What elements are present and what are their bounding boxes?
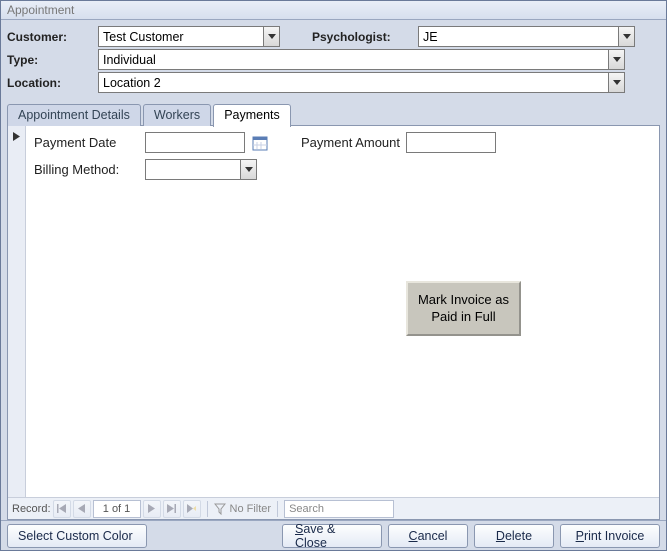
- type-combo[interactable]: [98, 49, 625, 70]
- payment-amount-input[interactable]: [406, 132, 496, 153]
- nav-prev-button[interactable]: [73, 500, 91, 518]
- appointment-window: Appointment Customer: Psychologist: Type…: [0, 0, 667, 551]
- psychologist-input[interactable]: [418, 26, 618, 47]
- bottom-toolbar: Select Custom Color Save & Close Cancel …: [1, 520, 666, 550]
- payments-subform: Payment Date Payment: [8, 126, 659, 497]
- payment-amount-label: Payment Amount: [301, 135, 400, 150]
- print-invoice-button[interactable]: Print Invoice: [560, 524, 660, 548]
- location-label: Location:: [7, 76, 92, 90]
- payment-date-label: Payment Date: [34, 135, 139, 150]
- chevron-down-icon: [613, 80, 621, 85]
- record-label: Record:: [12, 503, 51, 515]
- date-picker-button[interactable]: [251, 134, 269, 152]
- chevron-down-icon: [268, 34, 276, 39]
- customer-combo[interactable]: [98, 26, 280, 47]
- last-icon: [167, 504, 176, 513]
- record-navigator: Record: 1 of 1: [8, 497, 659, 519]
- tab-container: Appointment Details Workers Payments Pay…: [1, 101, 666, 520]
- payments-body: Payment Date Payment: [26, 126, 659, 497]
- record-counter[interactable]: 1 of 1: [93, 500, 141, 518]
- calendar-icon: [252, 135, 268, 151]
- psychologist-label: Psychologist:: [312, 30, 412, 44]
- nav-first-button[interactable]: [53, 500, 71, 518]
- tab-payments[interactable]: Payments: [213, 104, 291, 127]
- nav-new-button[interactable]: [183, 500, 201, 518]
- location-dropdown-button[interactable]: [608, 72, 625, 93]
- tab-strip: Appointment Details Workers Payments: [7, 102, 660, 126]
- type-label: Type:: [7, 53, 92, 67]
- record-selector[interactable]: [8, 126, 26, 497]
- cancel-button[interactable]: Cancel: [388, 524, 468, 548]
- tab-appointment-details[interactable]: Appointment Details: [7, 104, 141, 126]
- psychologist-combo[interactable]: [418, 26, 635, 47]
- chevron-down-icon: [623, 34, 631, 39]
- row-pointer-icon: [13, 132, 20, 141]
- type-input[interactable]: [98, 49, 608, 70]
- type-dropdown-button[interactable]: [608, 49, 625, 70]
- nav-search-box[interactable]: Search: [284, 500, 394, 518]
- select-custom-color-button[interactable]: Select Custom Color: [7, 524, 147, 548]
- chevron-down-icon: [613, 57, 621, 62]
- filter-indicator[interactable]: No Filter: [214, 503, 272, 515]
- chevron-down-icon: [245, 167, 253, 172]
- customer-label: Customer:: [7, 30, 92, 44]
- location-input[interactable]: [98, 72, 608, 93]
- payments-panel: Payment Date Payment: [7, 125, 660, 520]
- first-icon: [57, 504, 66, 513]
- billing-method-input[interactable]: [145, 159, 240, 180]
- header-form: Customer: Psychologist: Type:: [1, 20, 666, 101]
- save-close-button[interactable]: Save & Close: [282, 524, 382, 548]
- mark-paid-button[interactable]: Mark Invoice as Paid in Full: [406, 281, 521, 336]
- no-filter-text: No Filter: [230, 503, 272, 515]
- billing-method-dropdown-button[interactable]: [240, 159, 257, 180]
- customer-input[interactable]: [98, 26, 263, 47]
- billing-method-label: Billing Method:: [34, 162, 139, 177]
- next-icon: [148, 504, 155, 513]
- new-record-icon: [187, 504, 196, 513]
- window-title: Appointment: [1, 1, 666, 20]
- psychologist-dropdown-button[interactable]: [618, 26, 635, 47]
- billing-method-combo[interactable]: [145, 159, 257, 180]
- funnel-icon: [214, 503, 226, 515]
- nav-next-button[interactable]: [143, 500, 161, 518]
- delete-button[interactable]: Delete: [474, 524, 554, 548]
- customer-dropdown-button[interactable]: [263, 26, 280, 47]
- nav-last-button[interactable]: [163, 500, 181, 518]
- location-combo[interactable]: [98, 72, 625, 93]
- tab-workers[interactable]: Workers: [143, 104, 211, 126]
- prev-icon: [78, 504, 85, 513]
- payment-date-input[interactable]: [145, 132, 245, 153]
